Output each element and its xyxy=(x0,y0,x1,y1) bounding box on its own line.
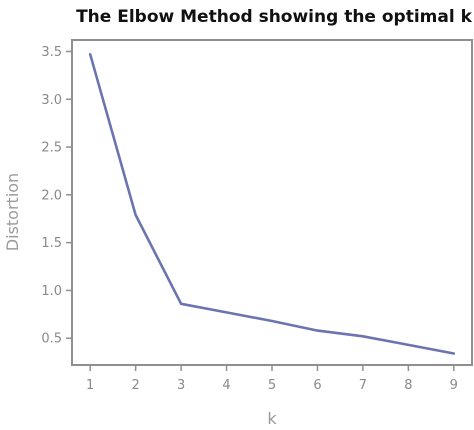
x-tick-label: 7 xyxy=(359,378,367,393)
x-tick-label: 9 xyxy=(450,378,458,393)
y-axis-label: Distortion xyxy=(3,173,22,251)
x-tick-label: 3 xyxy=(177,378,185,393)
x-tick-label: 2 xyxy=(131,378,139,393)
y-tick-label: 2.5 xyxy=(41,141,62,156)
y-tick-label: 3.5 xyxy=(41,45,62,60)
y-tick-label: 1.5 xyxy=(41,236,62,251)
y-axis: 0.5 1.0 1.5 2.0 2.5 3.0 3.5 xyxy=(41,45,72,347)
y-tick-label: 0.5 xyxy=(41,332,62,347)
chart-title: The Elbow Method showing the optimal k xyxy=(76,7,473,27)
y-tick-label: 2.0 xyxy=(41,188,62,203)
x-tick-label: 4 xyxy=(222,378,230,393)
x-tick-label: 6 xyxy=(313,378,321,393)
y-tick-label: 3.0 xyxy=(41,93,62,108)
x-tick-label: 1 xyxy=(86,378,94,393)
x-axis-label: k xyxy=(267,409,277,428)
x-tick-label: 5 xyxy=(268,378,276,393)
x-axis: 1 2 3 4 5 6 7 8 9 xyxy=(86,365,458,393)
distortion-line xyxy=(88,53,456,355)
x-tick-label: 8 xyxy=(404,378,412,393)
y-tick-label: 1.0 xyxy=(41,284,62,299)
